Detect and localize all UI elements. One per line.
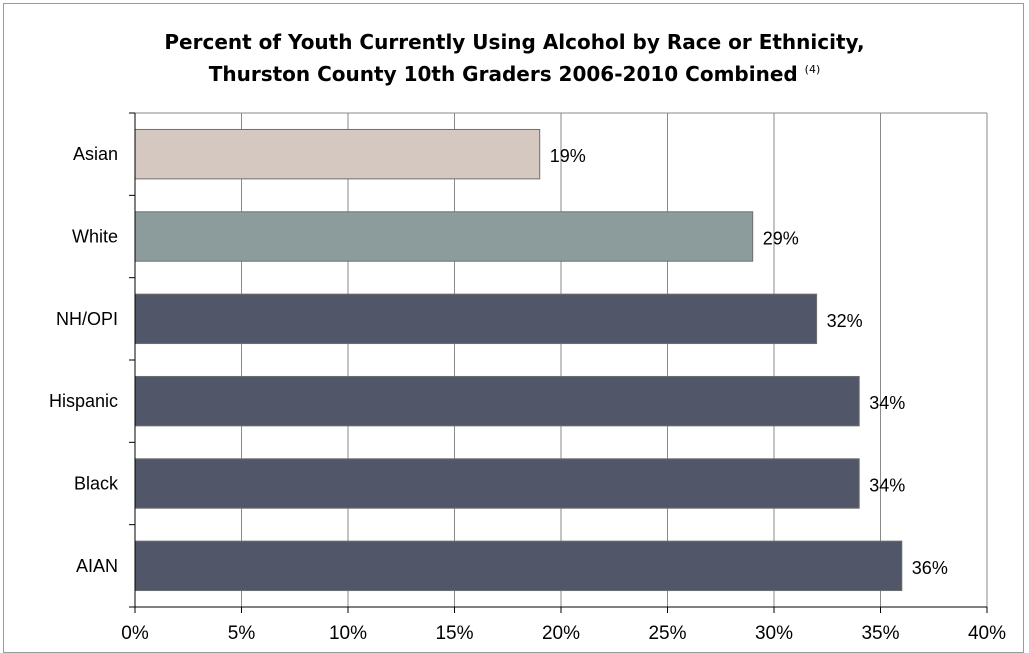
category-label: White — [72, 227, 118, 247]
data-label: 32% — [827, 311, 863, 331]
data-label: 34% — [869, 393, 905, 413]
bar-asian — [134, 128, 541, 180]
grid-lines — [135, 112, 988, 607]
bar-hispanic — [134, 375, 860, 427]
x-tick-label: 30% — [755, 623, 793, 642]
data-label: 29% — [763, 229, 799, 249]
data-label: 36% — [912, 558, 948, 578]
x-tick-label: 35% — [861, 623, 899, 642]
chart-title: Percent of Youth Currently Using Alcohol… — [0, 28, 1029, 88]
x-tick-label: 15% — [435, 623, 473, 642]
bar-white — [134, 211, 754, 262]
x-tick-label: 5% — [228, 623, 256, 642]
category-label: Black — [74, 474, 119, 494]
x-tick-label: 0% — [121, 623, 149, 642]
axes — [129, 112, 988, 613]
data-label: 34% — [869, 476, 905, 496]
category-label: Hispanic — [49, 391, 118, 411]
x-tick-label: 10% — [329, 623, 367, 642]
x-tick-label: 40% — [968, 623, 1006, 642]
data-label: 19% — [550, 146, 586, 166]
bar-nh-opi — [134, 293, 818, 345]
x-tick-label: 20% — [542, 623, 580, 642]
chart-title-line2-wrap: Thurston County 10th Graders 2006-2010 C… — [0, 56, 1029, 88]
bars — [134, 128, 903, 592]
chart-title-line2: Thurston County 10th Graders 2006-2010 C… — [208, 62, 798, 86]
bar-aian — [134, 540, 903, 592]
x-tick-label: 25% — [648, 623, 686, 642]
labels: Asian 19% White 29% NH/OPI 32% Hispanic 34% Blac… — [49, 144, 1006, 642]
category-label: AIAN — [76, 556, 118, 576]
chart-title-footnote: (4) — [804, 63, 821, 76]
category-label: NH/OPI — [56, 309, 118, 329]
bar-black — [134, 458, 860, 509]
chart-title-line1: Percent of Youth Currently Using Alcohol… — [164, 30, 865, 54]
category-label: Asian — [73, 144, 118, 164]
